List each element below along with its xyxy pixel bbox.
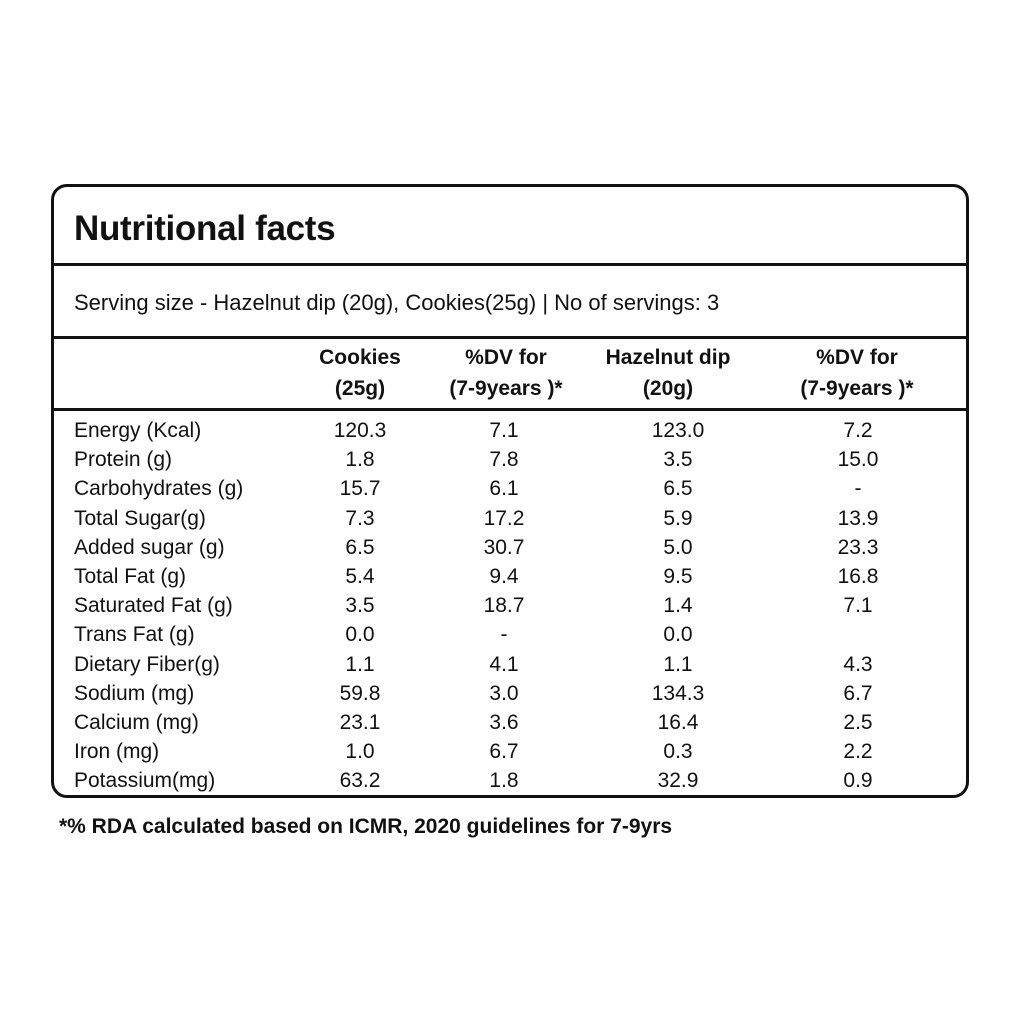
nutrient-name: Trans Fat (g) — [74, 623, 195, 647]
nutrient-name: Iron (mg) — [74, 740, 160, 764]
cell-dip: 134.3 — [651, 681, 705, 705]
cell-dip: 0.0 — [663, 623, 693, 647]
cell-cookies-dv: - — [500, 623, 508, 647]
cell-dip: 9.5 — [663, 564, 693, 588]
column-header-hazelnut-dv: %DV for (7-9years )* — [800, 346, 914, 400]
cell-dip: 1.1 — [663, 652, 693, 676]
nutrient-rows: Energy (Kcal) 120.3 7.1 123.0 7.2 Protein (g)… — [54, 416, 966, 795]
cell-cookies: 59.8 — [339, 681, 381, 705]
cell-cookies-dv: 7.8 — [489, 448, 519, 472]
cell-cookies: 63.2 — [339, 769, 381, 793]
cell-cookies: 15.7 — [339, 477, 381, 501]
cell-dip: 32.9 — [657, 769, 699, 793]
cell-cookies-dv: 30.7 — [483, 535, 525, 559]
cell-dip-dv: - — [854, 477, 862, 501]
nutrient-name: Sodium (mg) — [74, 681, 195, 705]
cell-dip-dv: 16.8 — [837, 564, 879, 588]
divider-top — [54, 263, 966, 266]
cell-dip-dv: 13.9 — [837, 506, 879, 530]
nutrient-name: Total Fat (g) — [74, 564, 187, 588]
cell-cookies: 3.5 — [345, 594, 375, 618]
table-row: Dietary Fiber(g) 1.1 4.1 1.1 4.3 — [54, 650, 966, 679]
cell-cookies-dv: 3.0 — [489, 681, 519, 705]
cell-dip-dv: 7.1 — [843, 594, 873, 618]
cell-cookies: 23.1 — [339, 710, 381, 734]
cell-cookies-dv: 3.6 — [489, 710, 519, 734]
table-row: Calcium (mg) 23.1 3.6 16.4 2.5 — [54, 708, 966, 737]
cell-dip: 0.3 — [663, 740, 693, 764]
nutrient-name: Added sugar (g) — [74, 535, 225, 559]
column-header-cookies-dv: %DV for (7-9years )* — [449, 346, 563, 400]
nutrient-name: Protein (g) — [74, 448, 173, 472]
cell-dip-dv: 4.3 — [843, 652, 873, 676]
cell-cookies-dv: 17.2 — [483, 506, 525, 530]
nutrient-name: Potassium(mg) — [74, 769, 216, 793]
cell-cookies-dv: 6.7 — [489, 740, 519, 764]
cell-cookies: 1.8 — [345, 448, 375, 472]
divider-serving — [54, 336, 966, 339]
divider-header — [54, 408, 966, 411]
cell-cookies: 0.0 — [345, 623, 375, 647]
cell-cookies-dv: 18.7 — [483, 594, 525, 618]
table-row: Total Sugar(g) 7.3 17.2 5.9 13.9 — [54, 504, 966, 533]
cell-dip-dv: 2.2 — [843, 740, 873, 764]
column-header-hazelnut-dip: Hazelnut dip (20g) — [605, 346, 731, 400]
table-row: Trans Fat (g) 0.0 - 0.0 — [54, 620, 966, 649]
cell-cookies-dv: 6.1 — [489, 477, 519, 501]
column-header-cookies: Cookies (25g) — [319, 346, 401, 400]
nutrient-name: Calcium (mg) — [74, 710, 199, 734]
serving-info: Serving size - Hazelnut dip (20g), Cooki… — [74, 290, 720, 315]
cell-dip-dv: 23.3 — [837, 535, 879, 559]
nutrient-name: Total Sugar(g) — [74, 506, 206, 530]
cell-dip-dv: 0.9 — [843, 769, 873, 793]
footnote: *% RDA calculated based on ICMR, 2020 gu… — [59, 815, 673, 838]
nutrient-name: Saturated Fat (g) — [74, 594, 233, 618]
cell-cookies-dv: 4.1 — [489, 652, 519, 676]
table-row: Added sugar (g) 6.5 30.7 5.0 23.3 — [54, 533, 966, 562]
cell-cookies-dv: 9.4 — [489, 564, 519, 588]
table-row: Energy (Kcal) 120.3 7.1 123.0 7.2 — [54, 416, 966, 445]
nutrient-name: Dietary Fiber(g) — [74, 652, 220, 676]
cell-dip: 3.5 — [663, 448, 693, 472]
cell-cookies: 5.4 — [345, 564, 375, 588]
cell-dip: 6.5 — [663, 477, 693, 501]
table-row: Potassium(mg) 63.2 1.8 32.9 0.9 — [54, 766, 966, 795]
nutrient-name: Carbohydrates (g) — [74, 477, 244, 501]
table-row: Iron (mg) 1.0 6.7 0.3 2.2 — [54, 737, 966, 766]
cell-dip: 5.9 — [663, 506, 693, 530]
table-row: Protein (g) 1.8 7.8 3.5 15.0 — [54, 445, 966, 474]
cell-cookies: 6.5 — [345, 535, 375, 559]
cell-cookies: 120.3 — [333, 419, 387, 442]
panel-title: Nutritional facts — [74, 209, 336, 248]
cell-dip: 16.4 — [657, 710, 699, 734]
cell-cookies: 1.0 — [345, 740, 375, 764]
cell-dip: 1.4 — [663, 594, 693, 618]
nutrient-name: Energy (Kcal) — [74, 419, 202, 442]
cell-cookies: 1.1 — [345, 652, 375, 676]
cell-cookies: 7.3 — [345, 506, 375, 530]
table-row: Sodium (mg) 59.8 3.0 134.3 6.7 — [54, 679, 966, 708]
cell-cookies-dv: 1.8 — [489, 769, 519, 793]
cell-dip-dv: 15.0 — [837, 448, 879, 472]
table-row: Carbohydrates (g) 15.7 6.1 6.5 - — [54, 474, 966, 503]
nutrition-facts-panel: Nutritional facts Serving size - Hazelnu… — [51, 184, 969, 798]
cell-dip: 123.0 — [651, 419, 705, 442]
cell-dip-dv: 6.7 — [843, 681, 873, 705]
cell-cookies-dv: 7.1 — [489, 419, 519, 442]
cell-dip: 5.0 — [663, 535, 693, 559]
cell-dip-dv: 2.5 — [843, 710, 873, 734]
table-row: Total Fat (g) 5.4 9.4 9.5 16.8 — [54, 562, 966, 591]
table-row: Saturated Fat (g) 3.5 18.7 1.4 7.1 — [54, 591, 966, 620]
cell-dip-dv: 7.2 — [843, 419, 873, 442]
